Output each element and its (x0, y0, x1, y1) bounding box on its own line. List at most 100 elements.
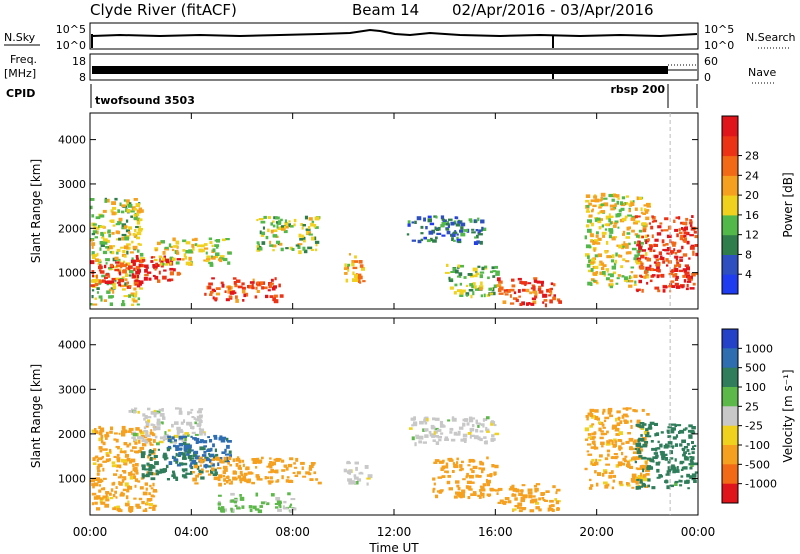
velocity-cell (551, 508, 555, 512)
power-cell (593, 272, 597, 276)
power-cell (232, 277, 237, 280)
power-cell (642, 228, 647, 233)
velocity-cell (672, 436, 677, 440)
power-ytick-label: 1000 (58, 267, 86, 280)
power-cell (133, 259, 137, 263)
power-cell (656, 274, 660, 279)
velocity-cell (439, 420, 444, 425)
velocity-cell (223, 468, 228, 472)
power-cell (176, 271, 181, 276)
power-colorbar-swatch (722, 254, 738, 275)
power-cell (664, 217, 669, 221)
velocity-cell (141, 500, 145, 505)
power-cell (166, 261, 171, 264)
power-cell (118, 217, 123, 222)
power-cell (651, 220, 655, 223)
power-cell (126, 281, 129, 284)
power-cell (550, 282, 554, 286)
freq-strip: Freq. [MHz] 18 8 60 0 Nave (4, 53, 776, 84)
velocity-cell (124, 460, 128, 463)
velocity-cell (419, 420, 424, 425)
power-cell (651, 234, 654, 239)
velocity-cell (509, 486, 514, 489)
power-cell (644, 256, 648, 260)
freq-trace (92, 66, 668, 74)
velocity-cell (159, 413, 165, 417)
power-cell (689, 224, 693, 227)
velocity-cell (91, 477, 95, 482)
velocity-cell (96, 495, 101, 500)
velocity-cell (462, 492, 465, 496)
velocity-cell (241, 505, 245, 509)
power-cell (603, 197, 608, 200)
power-cell (108, 234, 111, 238)
power-cell (343, 267, 348, 270)
power-cell (270, 229, 274, 234)
velocity-cell (432, 477, 436, 481)
power-cell (689, 246, 695, 250)
power-cell (538, 285, 542, 290)
power-cell (631, 229, 635, 233)
velocity-cell (155, 426, 161, 431)
velocity-cell (431, 434, 435, 438)
velocity-cell (476, 422, 480, 425)
velocity-cell (233, 499, 239, 502)
power-cell (101, 279, 106, 283)
power-cell (433, 215, 437, 218)
power-cell (206, 255, 211, 260)
velocity-cell (266, 465, 270, 468)
velocity-cell (659, 443, 663, 448)
velocity-cell (494, 432, 500, 436)
power-cell (128, 294, 132, 298)
velocity-cell (245, 466, 249, 469)
power-cell (585, 253, 590, 257)
power-cell (636, 241, 639, 245)
power-cell (615, 282, 619, 285)
power-cell (651, 274, 656, 277)
velocity-cell (121, 480, 125, 483)
velocity-cell (212, 468, 217, 472)
power-cell (482, 227, 487, 231)
power-cell (123, 255, 127, 258)
power-cell (451, 233, 456, 237)
velocity-cell (547, 507, 550, 512)
power-cell (241, 282, 245, 286)
velocity-cell (257, 509, 263, 514)
velocity-cell (621, 415, 625, 419)
power-cell (672, 273, 675, 277)
velocity-cell (630, 447, 635, 451)
velocity-cell (158, 408, 163, 412)
power-cell (109, 219, 115, 222)
velocity-cell (217, 502, 222, 506)
power-cell (616, 277, 620, 280)
velocity-cell (181, 468, 187, 471)
velocity-cell (191, 459, 197, 464)
power-cell (478, 229, 482, 233)
power-cell (288, 223, 291, 228)
nsearch-label: N.Search (746, 31, 796, 44)
velocity-cell (224, 448, 227, 453)
velocity-cell (309, 465, 314, 469)
power-cell (135, 226, 139, 229)
power-cell (461, 289, 466, 293)
power-cell (695, 252, 698, 257)
power-cell (157, 264, 160, 267)
power-cell (606, 255, 612, 259)
power-cell (436, 229, 439, 231)
velocity-cell (461, 489, 466, 494)
power-cell (635, 234, 640, 238)
velocity-cell (268, 471, 273, 474)
velocity-cell (145, 420, 148, 424)
velocity-cell (147, 471, 152, 476)
power-cell (99, 214, 105, 218)
velocity-cell (589, 408, 595, 413)
power-cell (273, 244, 277, 247)
power-cell (276, 240, 281, 244)
power-cell (550, 287, 553, 291)
velocity-cell (293, 466, 298, 469)
power-cell (265, 235, 269, 240)
velocity-cell (186, 434, 190, 437)
power-cell (169, 260, 174, 263)
velocity-cell (215, 476, 220, 480)
velocity-cell (301, 466, 304, 470)
